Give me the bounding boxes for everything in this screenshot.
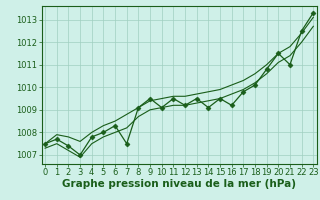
X-axis label: Graphe pression niveau de la mer (hPa): Graphe pression niveau de la mer (hPa) [62,179,296,189]
